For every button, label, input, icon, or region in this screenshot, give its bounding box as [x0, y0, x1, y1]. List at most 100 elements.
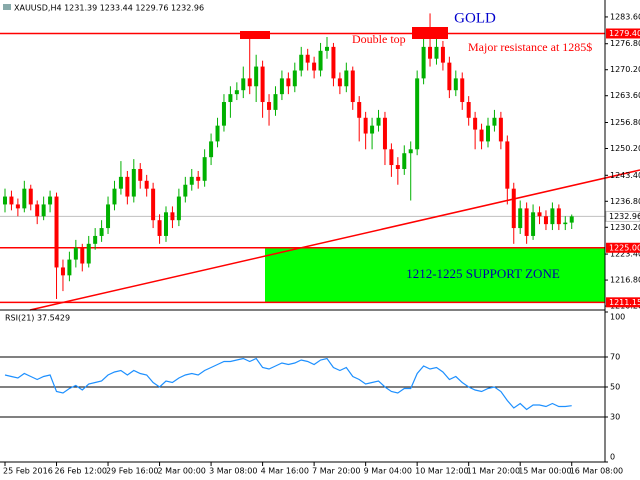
candle-body	[382, 117, 387, 150]
candle-body	[421, 46, 426, 79]
candle-body	[144, 180, 149, 189]
candle-body	[228, 94, 233, 103]
y-tick-label: 1236.80	[610, 197, 640, 206]
x-tick-label: 16 Mar 08:00	[570, 467, 623, 476]
level-box	[606, 28, 640, 39]
candle-body	[376, 117, 381, 126]
candle-body	[9, 196, 14, 205]
candle-body	[318, 50, 323, 71]
level-label: 1279.40	[609, 29, 640, 38]
candle-body	[428, 46, 433, 59]
candle-body	[337, 78, 342, 87]
candle-body	[54, 196, 59, 268]
level-box	[606, 242, 640, 253]
candle-body	[473, 117, 478, 130]
candle-body	[408, 149, 413, 154]
annotation: Major resistance at 1285$	[468, 40, 592, 54]
x-tick-label: 11 Mar 20:00	[467, 467, 520, 476]
top-marker	[240, 31, 270, 39]
candle-body	[395, 165, 400, 169]
trend-line	[29, 169, 640, 311]
candle-body	[221, 102, 226, 126]
candle-body	[292, 70, 297, 87]
y-tick-label: 1250.20	[610, 144, 640, 153]
candle-body	[350, 70, 355, 103]
candle-body	[28, 188, 33, 205]
candle-body	[305, 54, 310, 63]
candle-body	[60, 267, 65, 276]
candle-body	[209, 141, 214, 158]
x-tick-label: 9 Mar 04:00	[364, 467, 412, 476]
candle-body	[286, 78, 291, 87]
candle-body	[498, 117, 503, 142]
level-box	[606, 297, 640, 308]
candle-body	[511, 188, 516, 229]
rsi-line	[4, 357, 572, 411]
candle-body	[189, 176, 194, 185]
y-tick-label: 1230.20	[610, 223, 640, 232]
candle-body	[106, 204, 111, 229]
candle-body	[486, 125, 490, 142]
candle-body	[112, 188, 117, 205]
candle-body	[151, 188, 156, 221]
candle-body	[234, 90, 239, 95]
candle-body	[254, 66, 259, 87]
candle-body	[325, 46, 329, 51]
candle-body	[202, 157, 207, 181]
candle-body	[267, 102, 272, 110]
candle-body	[73, 247, 78, 260]
candle-body	[241, 78, 246, 91]
rsi-tick-label: 50	[610, 383, 620, 392]
candle-body	[48, 196, 53, 205]
candle-body	[164, 212, 168, 236]
candle-body	[402, 153, 407, 169]
x-tick-label: 4 Mar 16:00	[261, 467, 309, 476]
current-price-box	[605, 210, 640, 222]
candle-body	[440, 46, 445, 63]
candle-body	[312, 62, 317, 71]
candle-body	[563, 222, 568, 225]
candle-body	[67, 259, 72, 276]
level-label: 1211.15	[609, 298, 640, 307]
candle-body	[357, 102, 362, 118]
candle-body	[273, 94, 278, 110]
candle-body	[550, 208, 555, 225]
zone-label: 1212-1225 SUPPORT ZONE	[406, 266, 560, 281]
header: XAUUSD,H4 1231.39 1233.44 1229.76 1232.9…	[14, 4, 204, 13]
x-tick-label: 25 Feb 2016	[3, 467, 53, 476]
rsi-tick-label: 70	[610, 353, 620, 362]
candle-body	[363, 117, 368, 134]
candle-body	[93, 235, 98, 244]
candle-body	[460, 78, 465, 103]
candle-body	[41, 204, 46, 217]
candle-body	[434, 46, 439, 59]
x-tick-label: 2 Mar 00:00	[158, 467, 206, 476]
candle-body	[569, 216, 574, 223]
candle-body	[543, 216, 548, 225]
rsi-tick-label: 0	[610, 453, 615, 462]
candle-body	[537, 212, 542, 217]
candle-body	[176, 196, 181, 221]
top-marker	[412, 27, 448, 39]
candle-body	[3, 196, 7, 205]
x-tick-label: 3 Mar 08:00	[209, 467, 257, 476]
rsi-tick-label: 100	[610, 313, 625, 322]
candle-body	[215, 125, 220, 142]
x-tick-label: 15 Mar 00:00	[518, 467, 571, 476]
candle-body	[344, 70, 349, 87]
candle-body	[466, 102, 471, 118]
candle-body	[86, 243, 91, 264]
candle-body	[531, 212, 536, 236]
candle-body	[35, 204, 40, 217]
rsi-label: RSI(21) 37.5429	[5, 314, 70, 323]
candle-body	[131, 168, 136, 197]
y-tick-label: 1263.60	[610, 91, 640, 100]
candle-body	[22, 188, 27, 209]
candle-body	[260, 66, 265, 103]
candle-body	[415, 78, 420, 150]
y-tick-label: 1256.80	[610, 118, 640, 127]
annotation: Double top	[352, 32, 406, 46]
x-tick-label: 10 Mar 12:00	[415, 467, 468, 476]
